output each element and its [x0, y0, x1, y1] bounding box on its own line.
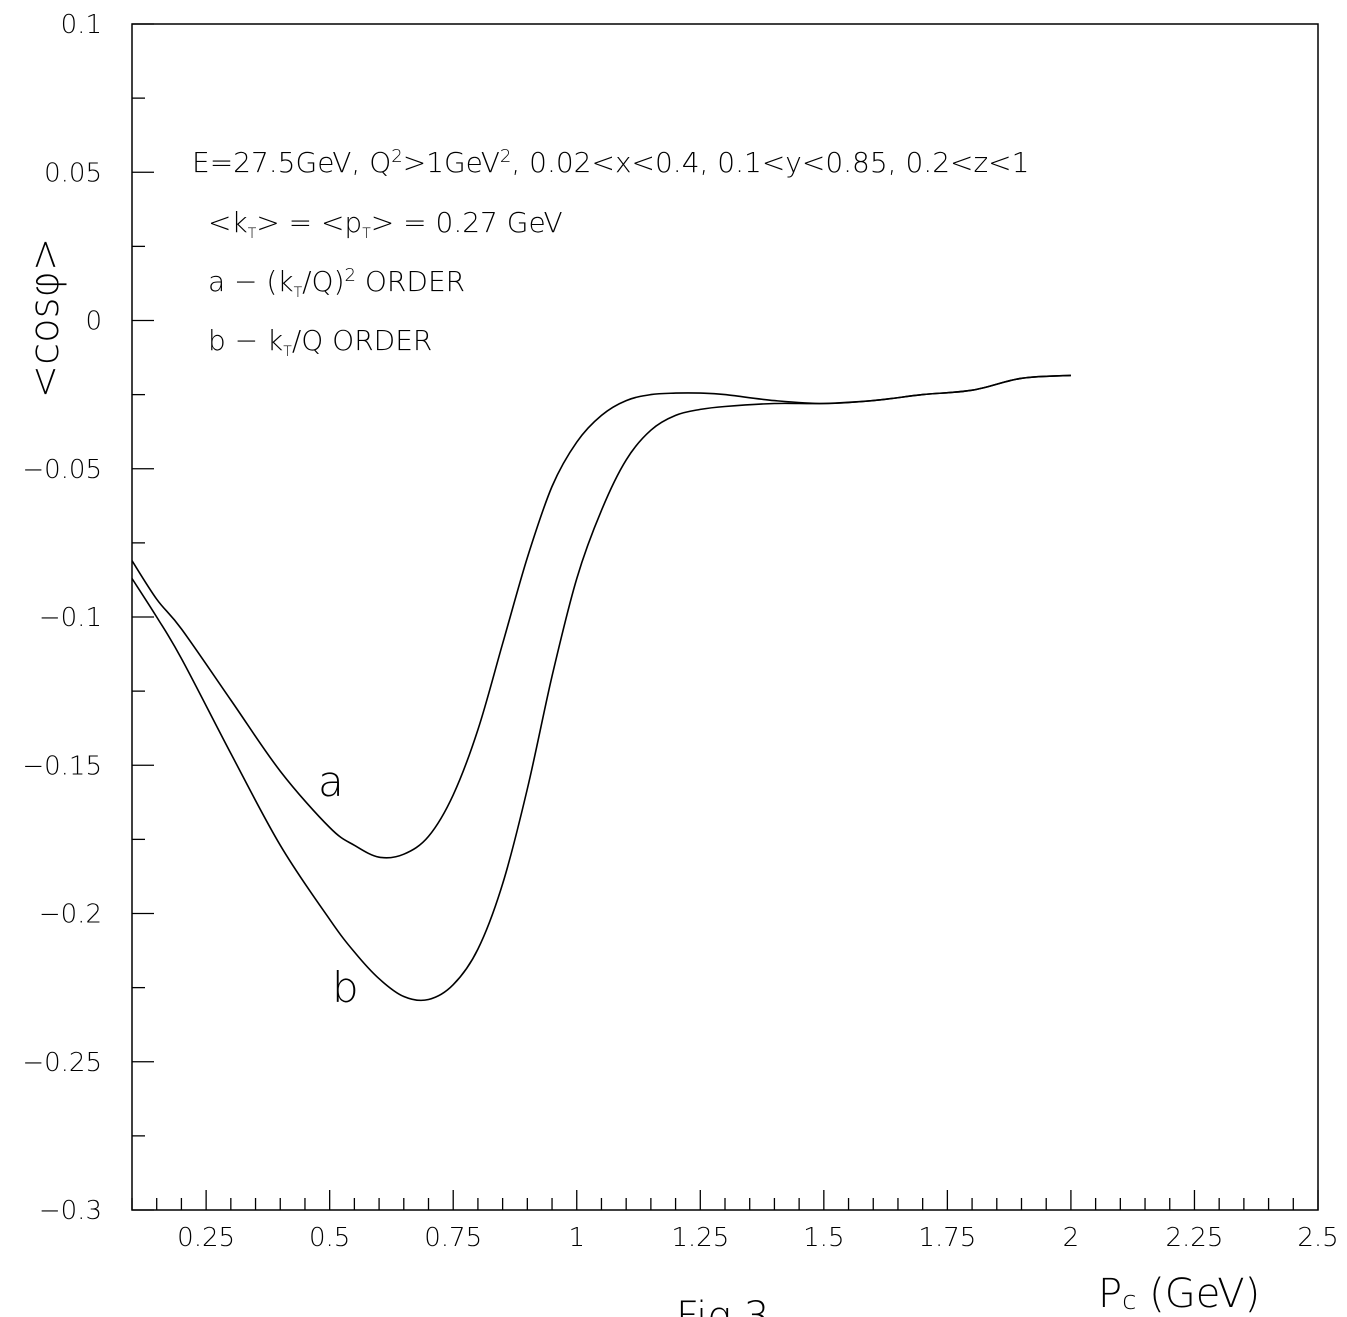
x-axis-title: Pc (GeV)	[1098, 1271, 1260, 1317]
x-tick-label: 0.25	[177, 1223, 235, 1253]
x-axis-ticks: 0.25 0.5 0.75 1 1.25 1.5 1.75 2 2.25 2.5	[131, 1190, 1339, 1253]
x-tick-label: 1.5	[803, 1223, 844, 1253]
figure-caption: Fig 3	[676, 1294, 769, 1317]
y-tick-label: 0	[85, 307, 102, 337]
y-axis-title: <cosφ>	[22, 238, 68, 399]
x-axis-title-main: P	[1098, 1271, 1122, 1317]
x-tick-label: 1.75	[918, 1223, 976, 1253]
y-tick-label: −0.15	[22, 751, 102, 781]
y-tick-label: −0.1	[39, 603, 102, 633]
series-group	[131, 374, 1071, 1002]
x-tick-label: 1	[568, 1223, 585, 1253]
x-tick-label: 2	[1063, 1223, 1080, 1253]
y-axis-ticks: 0.1 0.05 0 −0.05 −0.1 −0.15 −0.2 −0.25 −0.3	[22, 10, 154, 1226]
x-tick-label: 0.75	[424, 1223, 482, 1253]
y-tick-label: −0.2	[39, 900, 102, 930]
plot-frame	[131, 23, 1319, 1211]
curve-label-b: b	[332, 963, 359, 1012]
x-tick-label: 1.25	[671, 1223, 729, 1253]
series-line-b	[131, 374, 1071, 1002]
x-axis-title-unit: (GeV)	[1136, 1271, 1260, 1317]
y-tick-label: −0.25	[22, 1048, 102, 1078]
x-tick-label: 0.5	[309, 1223, 350, 1253]
y-tick-label: 0.05	[44, 158, 102, 188]
y-tick-label: −0.3	[39, 1196, 102, 1226]
y-tick-label: 0.1	[61, 10, 102, 40]
x-tick-label: 2.25	[1166, 1223, 1224, 1253]
annotation-legend-b: b − kT/Q ORDER	[208, 324, 432, 360]
annotation-kinematics: E=27.5GeV, Q2>1GeV2, 0.02<x<0.4, 0.1<y<0…	[192, 146, 1029, 179]
x-tick-label: 2.5	[1297, 1223, 1338, 1253]
x-axis-title-sub: c	[1122, 1286, 1136, 1316]
curve-label-a: a	[318, 757, 344, 806]
y-tick-label: −0.05	[22, 455, 102, 485]
annotation-kt-pt: <kT> = <pT> = 0.27 GeV	[208, 206, 563, 242]
annotation-legend-a: a − (kT/Q)2 ORDER	[208, 265, 465, 301]
series-line-a	[131, 374, 1071, 859]
